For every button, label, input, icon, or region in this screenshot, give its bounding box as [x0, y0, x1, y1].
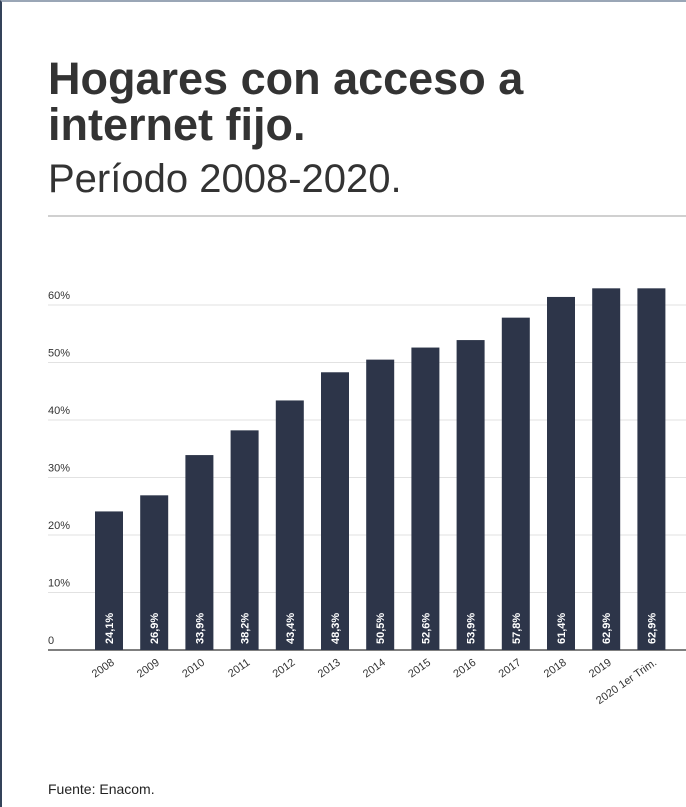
- bar-value-label: 62,9%: [601, 613, 613, 644]
- bar: [501, 317, 530, 650]
- bar: [547, 296, 575, 650]
- y-tick-label: 50%: [48, 348, 70, 360]
- y-tick-label: 20%: [48, 520, 70, 532]
- bar: [95, 511, 123, 650]
- bar-value-label: 62,9%: [646, 613, 658, 644]
- x-tick-label: 2018: [542, 657, 569, 681]
- bar-value-label: 53,9%: [466, 613, 478, 644]
- y-tick-label: 10%: [48, 578, 70, 590]
- bar-value-label: 24,1%: [104, 613, 116, 644]
- bar-value-label: 33,9%: [194, 613, 206, 644]
- bar-value-label: 48,3%: [330, 613, 342, 644]
- x-tick-label: 2017: [497, 657, 524, 681]
- x-tick-label: 2012: [271, 657, 298, 681]
- x-tick-label: 2013: [316, 657, 343, 681]
- y-tick-label: 40%: [48, 405, 70, 417]
- title-divider: [48, 215, 686, 217]
- chart-subtitle: Período 2008-2020.: [48, 157, 402, 201]
- bar: [230, 430, 259, 650]
- y-tick-label: 30%: [48, 463, 70, 475]
- x-tick-label: 2011: [226, 657, 252, 680]
- bar-value-label: 57,8%: [511, 613, 523, 644]
- bar: [366, 359, 395, 650]
- bar: [637, 288, 666, 650]
- bar-value-label: 38,2%: [240, 613, 252, 644]
- chart-title: Hogares con acceso a internet fijo.: [48, 53, 524, 150]
- bar: [456, 340, 485, 650]
- x-tick-label: 2015: [406, 657, 433, 681]
- bar-value-label: 50,5%: [375, 613, 387, 644]
- x-tick-label: 2008: [90, 657, 117, 681]
- x-tick-label: 2010: [180, 657, 207, 681]
- bar: [592, 288, 621, 650]
- bar-value-label: 61,4%: [556, 613, 568, 644]
- x-tick-label: 2014: [361, 657, 388, 681]
- bar-value-label: 52,6%: [420, 613, 432, 644]
- x-tick-label: 2009: [135, 657, 162, 681]
- bar: [185, 455, 214, 650]
- bar-value-label: 26,9%: [149, 613, 161, 644]
- bar: [321, 372, 349, 650]
- x-tick-label: 2019: [587, 657, 614, 681]
- bar: [411, 347, 440, 650]
- y-tick-label: 0: [48, 635, 54, 647]
- bar: [140, 495, 169, 650]
- bar-value-label: 43,4%: [285, 613, 297, 644]
- y-tick-label: 60%: [48, 290, 70, 302]
- bar-chart: 0 10% 20% 30% 40% 50% 60% 24,1% 2008 26,9% 2009 33,…: [48, 288, 686, 707]
- source-note: Fuente: Enacom.: [48, 781, 155, 797]
- bar: [275, 400, 304, 650]
- x-tick-label: 2016: [451, 657, 478, 681]
